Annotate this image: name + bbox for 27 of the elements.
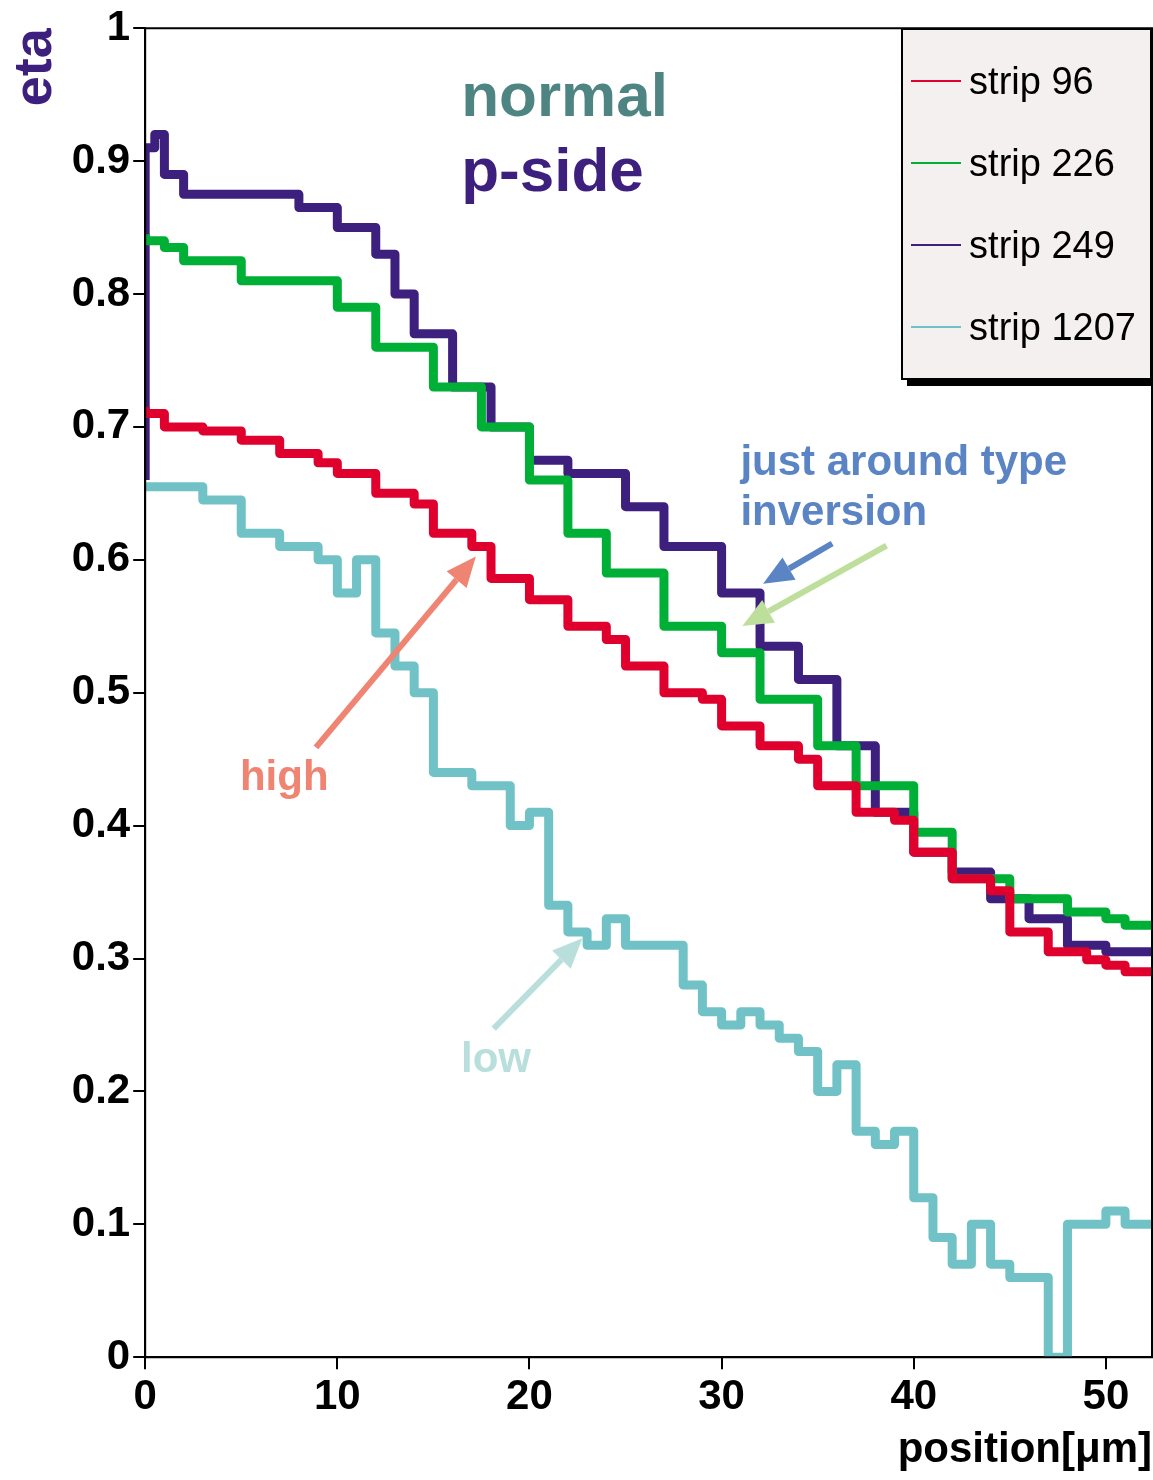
y-tick-label: 1 <box>106 1 131 49</box>
y-tick-label: 0.2 <box>71 1064 131 1112</box>
x-tick-label: 30 <box>698 1370 745 1418</box>
legend-label: strip 96 <box>969 59 1094 103</box>
y-tick-label: 0.7 <box>71 400 131 448</box>
text: p-side <box>461 134 644 207</box>
y-tick-label: 0.6 <box>71 533 131 581</box>
y-tick-label: 0.9 <box>71 134 131 182</box>
annotation: low <box>461 1032 532 1083</box>
annotation: just around type inversion <box>740 436 1069 537</box>
legend-label: strip 1207 <box>969 305 1136 349</box>
x-tick-label: 20 <box>506 1370 553 1418</box>
y-tick-label: 0.8 <box>71 267 131 315</box>
y-axis-title: eta <box>2 27 63 107</box>
x-tick-label: 50 <box>1082 1370 1130 1418</box>
x-axis-title: position[μm] <box>897 1424 1152 1472</box>
legend-label: strip 226 <box>969 141 1115 185</box>
y-tick-label: 0.1 <box>71 1197 131 1245</box>
legend-label: strip 249 <box>969 223 1115 267</box>
y-tick-label: 0 <box>106 1330 131 1378</box>
y-tick-label: 0.5 <box>71 666 131 714</box>
x-tick-label: 10 <box>313 1370 361 1418</box>
annotation: high <box>239 751 329 802</box>
x-tick-label: 40 <box>890 1370 938 1418</box>
text: normal <box>461 59 668 132</box>
y-tick-label: 0.4 <box>71 799 131 847</box>
y-tick-label: 0.3 <box>71 932 131 980</box>
